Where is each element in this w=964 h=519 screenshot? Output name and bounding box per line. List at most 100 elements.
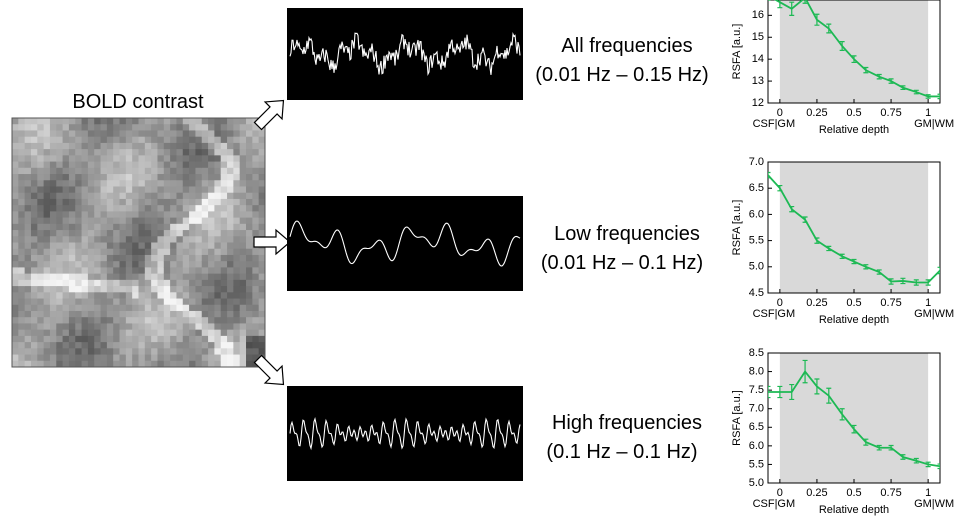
pixel: [87, 211, 95, 219]
pixel: [227, 342, 234, 349]
pixel: [119, 354, 127, 362]
pixel: [138, 205, 146, 212]
pixel: [252, 335, 260, 343]
pixel: [24, 186, 32, 194]
pixel: [214, 142, 222, 150]
pixel: [18, 124, 26, 131]
pixel: [125, 167, 133, 175]
signals: [287, 8, 523, 481]
pixel: [49, 354, 57, 362]
y-axis-label: RSFA [a.u.]: [731, 200, 743, 256]
pixel: [151, 261, 158, 268]
pixel: [214, 317, 222, 324]
x-tick-label: 0: [777, 487, 783, 499]
pixel: [208, 124, 215, 131]
pixel: [43, 292, 51, 300]
pixel: [189, 236, 196, 243]
pixel: [87, 298, 95, 306]
pixel: [18, 298, 26, 306]
pixel: [125, 267, 133, 275]
pixel: [113, 248, 121, 256]
pixel: [182, 248, 190, 256]
pixel: [81, 354, 89, 362]
x-axis-label: Relative depth: [819, 314, 889, 326]
pixel: [49, 186, 57, 194]
pixel: [227, 124, 234, 131]
pixel: [170, 329, 177, 337]
pixel: [81, 186, 89, 194]
pixel: [132, 342, 139, 349]
pixel: [151, 142, 158, 150]
pixel: [106, 236, 114, 243]
pixel: [170, 136, 177, 144]
pixel: [246, 317, 253, 324]
pixel: [176, 205, 184, 212]
pixel: [75, 236, 83, 243]
pixel: [258, 211, 266, 219]
pixel: [144, 130, 152, 138]
pixel: [144, 236, 152, 243]
pixel: [125, 180, 133, 187]
pixel: [201, 292, 209, 300]
pixel: [94, 118, 102, 125]
pixel: [246, 273, 253, 281]
pixel: [68, 130, 76, 138]
pixel: [233, 298, 241, 306]
pixel: [163, 292, 171, 300]
pixel: [182, 186, 190, 194]
pixel: [138, 161, 146, 169]
pixel: [87, 254, 95, 262]
pixel: [12, 136, 19, 144]
pixel: [106, 335, 114, 343]
pixel: [138, 180, 146, 187]
pixel: [157, 211, 165, 219]
pixel: [252, 304, 260, 312]
pixel: [125, 118, 133, 125]
pixel: [170, 304, 177, 312]
pixel: [163, 192, 171, 200]
pixel: [75, 335, 83, 343]
pixel: [239, 292, 247, 300]
pixel: [132, 205, 139, 212]
pixel: [246, 124, 253, 131]
pixel: [220, 279, 228, 287]
pixel: [30, 335, 38, 343]
pixel: [106, 354, 114, 362]
pixel: [220, 223, 228, 231]
pixel: [132, 155, 139, 163]
pixel: [81, 298, 89, 306]
pixel: [201, 118, 209, 125]
pixel: [138, 254, 146, 262]
pixel: [252, 198, 260, 206]
pixel: [30, 174, 38, 181]
pixel: [132, 149, 139, 156]
pixel: [189, 342, 196, 349]
pixel: [113, 217, 121, 225]
pixel: [87, 205, 95, 212]
pixel: [56, 335, 64, 343]
pixel: [24, 292, 32, 300]
pixel: [208, 236, 215, 243]
pixel: [220, 180, 228, 187]
pixel: [144, 248, 152, 256]
pixel: [43, 360, 51, 368]
pixel: [151, 124, 158, 131]
pixel: [252, 329, 260, 337]
pixel: [30, 292, 38, 300]
pixel: [37, 323, 45, 331]
shade: [779, 162, 929, 293]
y-tick-label: 14: [752, 53, 764, 65]
pixel: [30, 342, 38, 349]
pixel: [246, 323, 253, 331]
pixel: [62, 317, 70, 324]
pixel: [227, 155, 234, 163]
pixel: [62, 142, 70, 150]
pixel: [100, 248, 108, 256]
pixel: [75, 198, 83, 206]
pixel: [81, 317, 89, 324]
pixel: [201, 142, 209, 150]
pixel: [144, 329, 152, 337]
pixel: [227, 217, 234, 225]
pixel: [113, 354, 121, 362]
pixel: [208, 161, 215, 169]
